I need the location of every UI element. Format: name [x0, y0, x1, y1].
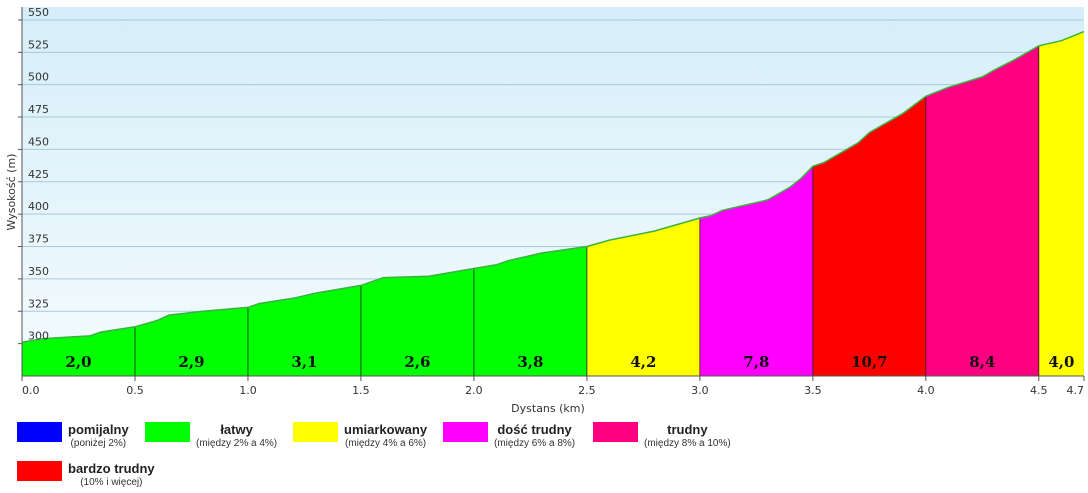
segment-gradient-label: 7,8: [743, 353, 769, 371]
x-tick-label: 1.0: [239, 384, 257, 397]
segment-gradient-label: 10,7: [851, 353, 888, 371]
legend-range: (10% i więcej): [80, 477, 143, 488]
elevation-chart: 300 325 350 375 400 425 450 475 500 525 550 0.0 0.5…: [5, 6, 1085, 415]
y-tick-label: 375: [28, 233, 49, 246]
y-axis-title: Wysokość (m): [5, 154, 18, 231]
x-tick-label: 3.0: [691, 384, 709, 397]
gradient-segment: [1038, 31, 1084, 376]
x-tick-label: 0.0: [22, 384, 40, 397]
legend-range: (między 2% a 4%): [196, 438, 278, 449]
legend-swatch: [145, 422, 190, 442]
y-tick-label: 475: [28, 103, 49, 116]
segment-gradient-label: 3,1: [291, 353, 317, 371]
x-tick-label: 0.5: [126, 384, 144, 397]
legend-item-bardzo-trudny: bardzo trudny (10% i więcej): [17, 461, 155, 489]
y-tick-label: 350: [28, 265, 49, 278]
y-tick-label: 500: [28, 71, 49, 84]
segment-gradient-label: 3,8: [517, 353, 543, 371]
legend-name: trudny: [667, 422, 708, 437]
legend-name: umiarkowany: [344, 422, 428, 437]
legend-range: (między 4% a 6%): [344, 438, 427, 449]
segment-gradient-label: 2,0: [65, 353, 91, 371]
legend-name: pomijalny: [68, 422, 129, 437]
y-axis-ticks: 300 325 350 375 400 425 450 475 500 525 550: [18, 6, 49, 345]
x-tick-label: 1.5: [352, 384, 370, 397]
elevation-profile-line: [21, 30, 1085, 344]
legend-swatch: [293, 422, 338, 442]
x-tick-label: 2.5: [578, 384, 596, 397]
legend-name: bardzo trudny: [68, 461, 155, 476]
segment-gradient-label: 4,2: [630, 353, 656, 371]
legend-item-umiarkowany: umiarkowany (między 4% a 6%): [293, 422, 427, 450]
legend-swatch: [593, 422, 638, 442]
legend-item-pomijalny: pomijalny (poniżej 2%): [17, 422, 129, 450]
legend-range: (poniżej 2%): [70, 438, 127, 449]
segment-gradient-label: 2,9: [178, 353, 204, 371]
legend-item-latwy: łatwy (między 2% a 4%): [145, 422, 277, 450]
x-axis-ticks: 0.0 0.5 1.0 1.5 2.0 2.5 3.0 3.5 4.0 4.5 4.7: [21, 376, 1085, 397]
legend-item-dosc-trudny: dość trudny (między 6% a 8%): [443, 422, 575, 450]
x-tick-label: 4.7: [1067, 384, 1085, 397]
x-tick-label: 4.5: [1030, 384, 1048, 397]
legend-swatch: [17, 461, 62, 481]
segment-gradient-label: 2,6: [404, 353, 430, 371]
x-tick-label: 3.5: [804, 384, 822, 397]
y-tick-label: 325: [28, 297, 49, 310]
x-axis-title: Dystans (km): [511, 402, 585, 415]
y-tick-label: 400: [28, 200, 49, 213]
legend-item-trudny: trudny (między 8% a 10%): [593, 422, 731, 450]
segment-dividers: [134, 45, 1040, 376]
legend-name: dość trudny: [497, 422, 572, 437]
x-tick-label: 4.0: [917, 384, 935, 397]
y-tick-label: 550: [28, 6, 49, 19]
legend-name: łatwy: [220, 422, 253, 437]
y-tick-label: 450: [28, 135, 49, 148]
segment-labels: 2,0 2,9 3,1 2,6 3,8 4,2 7,8 10,7 8,4 4,0: [65, 353, 1074, 371]
legend-swatch: [17, 422, 62, 442]
y-tick-label: 300: [28, 330, 49, 343]
legend-swatch: [443, 422, 488, 442]
x-tick-label: 2.0: [465, 384, 483, 397]
legend-range: (między 8% a 10%): [644, 438, 731, 449]
legend-range: (między 6% a 8%): [494, 438, 576, 449]
y-tick-label: 425: [28, 168, 49, 181]
segment-gradient-label: 8,4: [969, 353, 995, 371]
y-tick-label: 525: [28, 38, 49, 51]
segment-gradient-label: 4,0: [1048, 353, 1074, 371]
